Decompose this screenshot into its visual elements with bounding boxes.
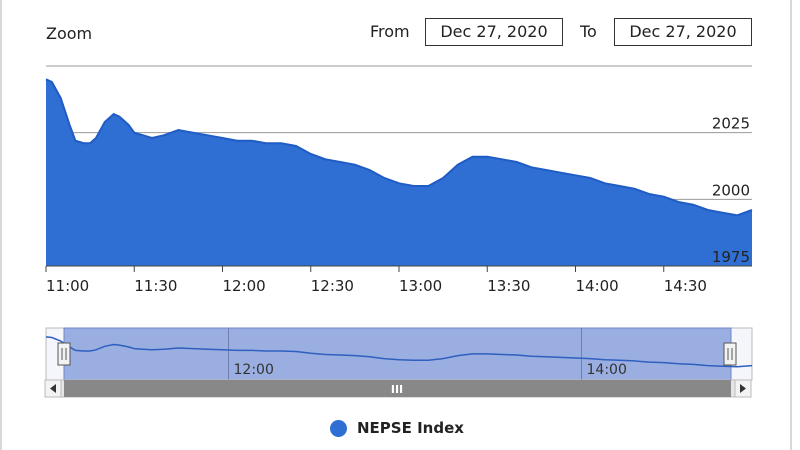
x-tick-label: 13:00 (399, 277, 442, 295)
zoom-label: Zoom (46, 24, 93, 43)
navigator-selection[interactable] (63, 327, 732, 381)
legend-label: NEPSE Index (357, 419, 464, 437)
navigator-grid (228, 328, 582, 380)
legend[interactable]: NEPSE Index (330, 418, 464, 438)
scrollbar[interactable]: III (44, 379, 752, 398)
y-tick-label: 2000 (712, 181, 750, 199)
to-date-input[interactable]: Dec 27, 2020 (614, 18, 752, 46)
navigator-handle-left[interactable] (57, 342, 71, 366)
y-axis-labels: 2025 2000 1975 (712, 115, 750, 266)
navigator-tick-label: 12:00 (234, 362, 274, 378)
navigator-tick-label: 14:00 (587, 362, 627, 378)
navigator: 12:00 14:00 (45, 327, 753, 381)
x-tick-label: 14:00 (576, 277, 619, 295)
x-tick-label: 12:00 (223, 277, 266, 295)
legend-marker (330, 419, 347, 437)
x-tick-label: 12:30 (311, 277, 354, 295)
scrollbar-thumb[interactable] (64, 380, 731, 397)
x-tick-label: 11:30 (134, 277, 177, 295)
y-tick-label: 1975 (712, 248, 750, 266)
x-tick-label: 11:00 (46, 277, 89, 295)
scrollbar-grip: III (391, 383, 403, 396)
from-date-input[interactable]: Dec 27, 2020 (425, 18, 563, 46)
series-line (45, 78, 753, 217)
from-label: From (370, 22, 410, 41)
navigator-series-line (45, 336, 753, 368)
y-tick-label: 2025 (712, 115, 750, 133)
x-tick-label: 13:30 (487, 277, 530, 295)
x-tick-label: 14:30 (664, 277, 707, 295)
chevron-right-icon (740, 384, 746, 393)
navigator-handle-right[interactable] (723, 342, 737, 366)
chart-svg[interactable]: 11:00 11:30 12:00 12:30 13:00 13:30 14:00 14:30… (0, 0, 800, 410)
page-border-left (0, 0, 2, 450)
series-area (46, 79, 752, 266)
navigator-labels: 12:00 14:00 (234, 362, 627, 378)
to-label: To (580, 22, 597, 41)
chevron-left-icon (50, 384, 56, 393)
page-border-right (790, 0, 792, 450)
x-axis-ticks: 11:00 11:30 12:00 12:30 13:00 13:30 14:00 14:30 (45, 266, 707, 295)
